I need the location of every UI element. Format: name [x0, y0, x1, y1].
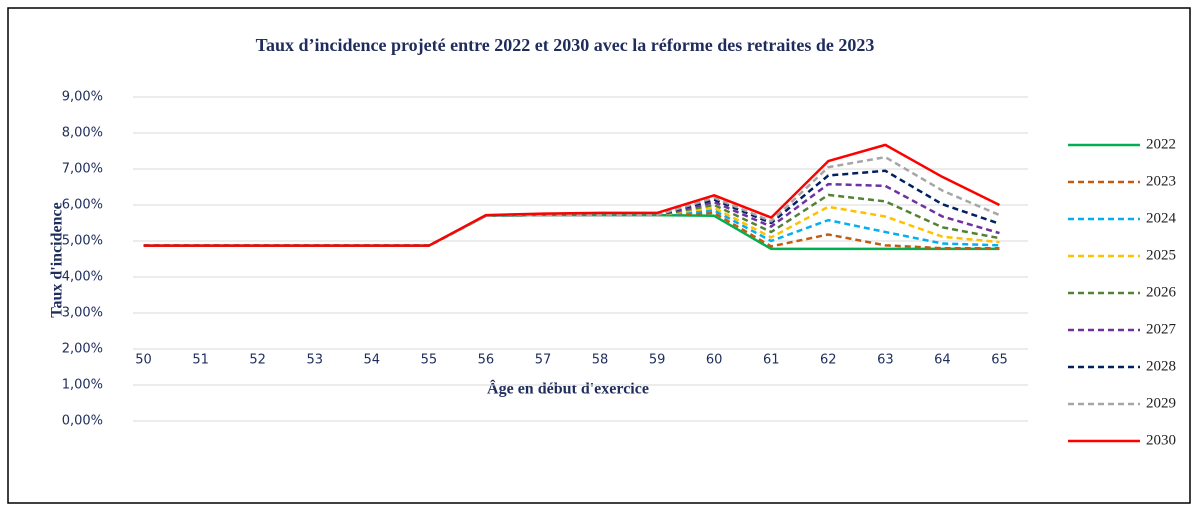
x-tick-label: 62 [820, 353, 837, 368]
legend-label: 2029 [1146, 395, 1176, 411]
legend-label: 2023 [1146, 173, 1176, 189]
y-tick-label: 5,00% [62, 234, 103, 249]
y-tick-label: 3,00% [62, 306, 103, 321]
y-tick-label: 6,00% [62, 198, 103, 213]
x-tick-label: 61 [763, 353, 780, 368]
y-tick-label: 1,00% [62, 378, 103, 393]
y-tick-label: 4,00% [62, 270, 103, 285]
x-tick-label: 52 [249, 353, 266, 368]
x-tick-label: 55 [421, 353, 438, 368]
x-tick-label: 50 [135, 353, 152, 368]
y-tick-label: 0,00% [62, 414, 103, 429]
x-tick-label: 59 [649, 353, 666, 368]
legend-label: 2022 [1146, 136, 1176, 152]
x-tick-label: 51 [192, 353, 209, 368]
x-axis-label: Âge en début d'exercice [487, 379, 649, 398]
x-tick-label: 53 [306, 353, 323, 368]
x-tick-label: 56 [478, 353, 495, 368]
x-tick-label: 54 [364, 353, 381, 368]
legend-label: 2030 [1146, 432, 1176, 448]
y-axis-label: Taux d'incidence [49, 202, 66, 317]
x-tick-label: 58 [592, 353, 609, 368]
legend-label: 2027 [1146, 321, 1177, 337]
x-tick-label: 63 [877, 353, 894, 368]
x-tick-label: 60 [706, 353, 723, 368]
legend-label: 2025 [1146, 247, 1176, 263]
x-tick-label: 57 [535, 353, 552, 368]
chart-border [7, 7, 1191, 504]
series-line [143, 143, 1001, 247]
x-tick-label: 65 [991, 353, 1008, 368]
y-tick-label: 2,00% [62, 342, 103, 357]
y-tick-label: 8,00% [62, 126, 103, 141]
chart-title: Taux d’incidence projeté entre 2022 et 2… [256, 35, 875, 55]
legend-label: 2026 [1146, 284, 1177, 300]
x-tick-label: 64 [934, 353, 951, 368]
y-tick-label: 9,00% [62, 90, 103, 105]
legend-label: 2028 [1146, 358, 1176, 374]
y-tick-label: 7,00% [62, 162, 103, 177]
legend-label: 2024 [1146, 210, 1177, 226]
